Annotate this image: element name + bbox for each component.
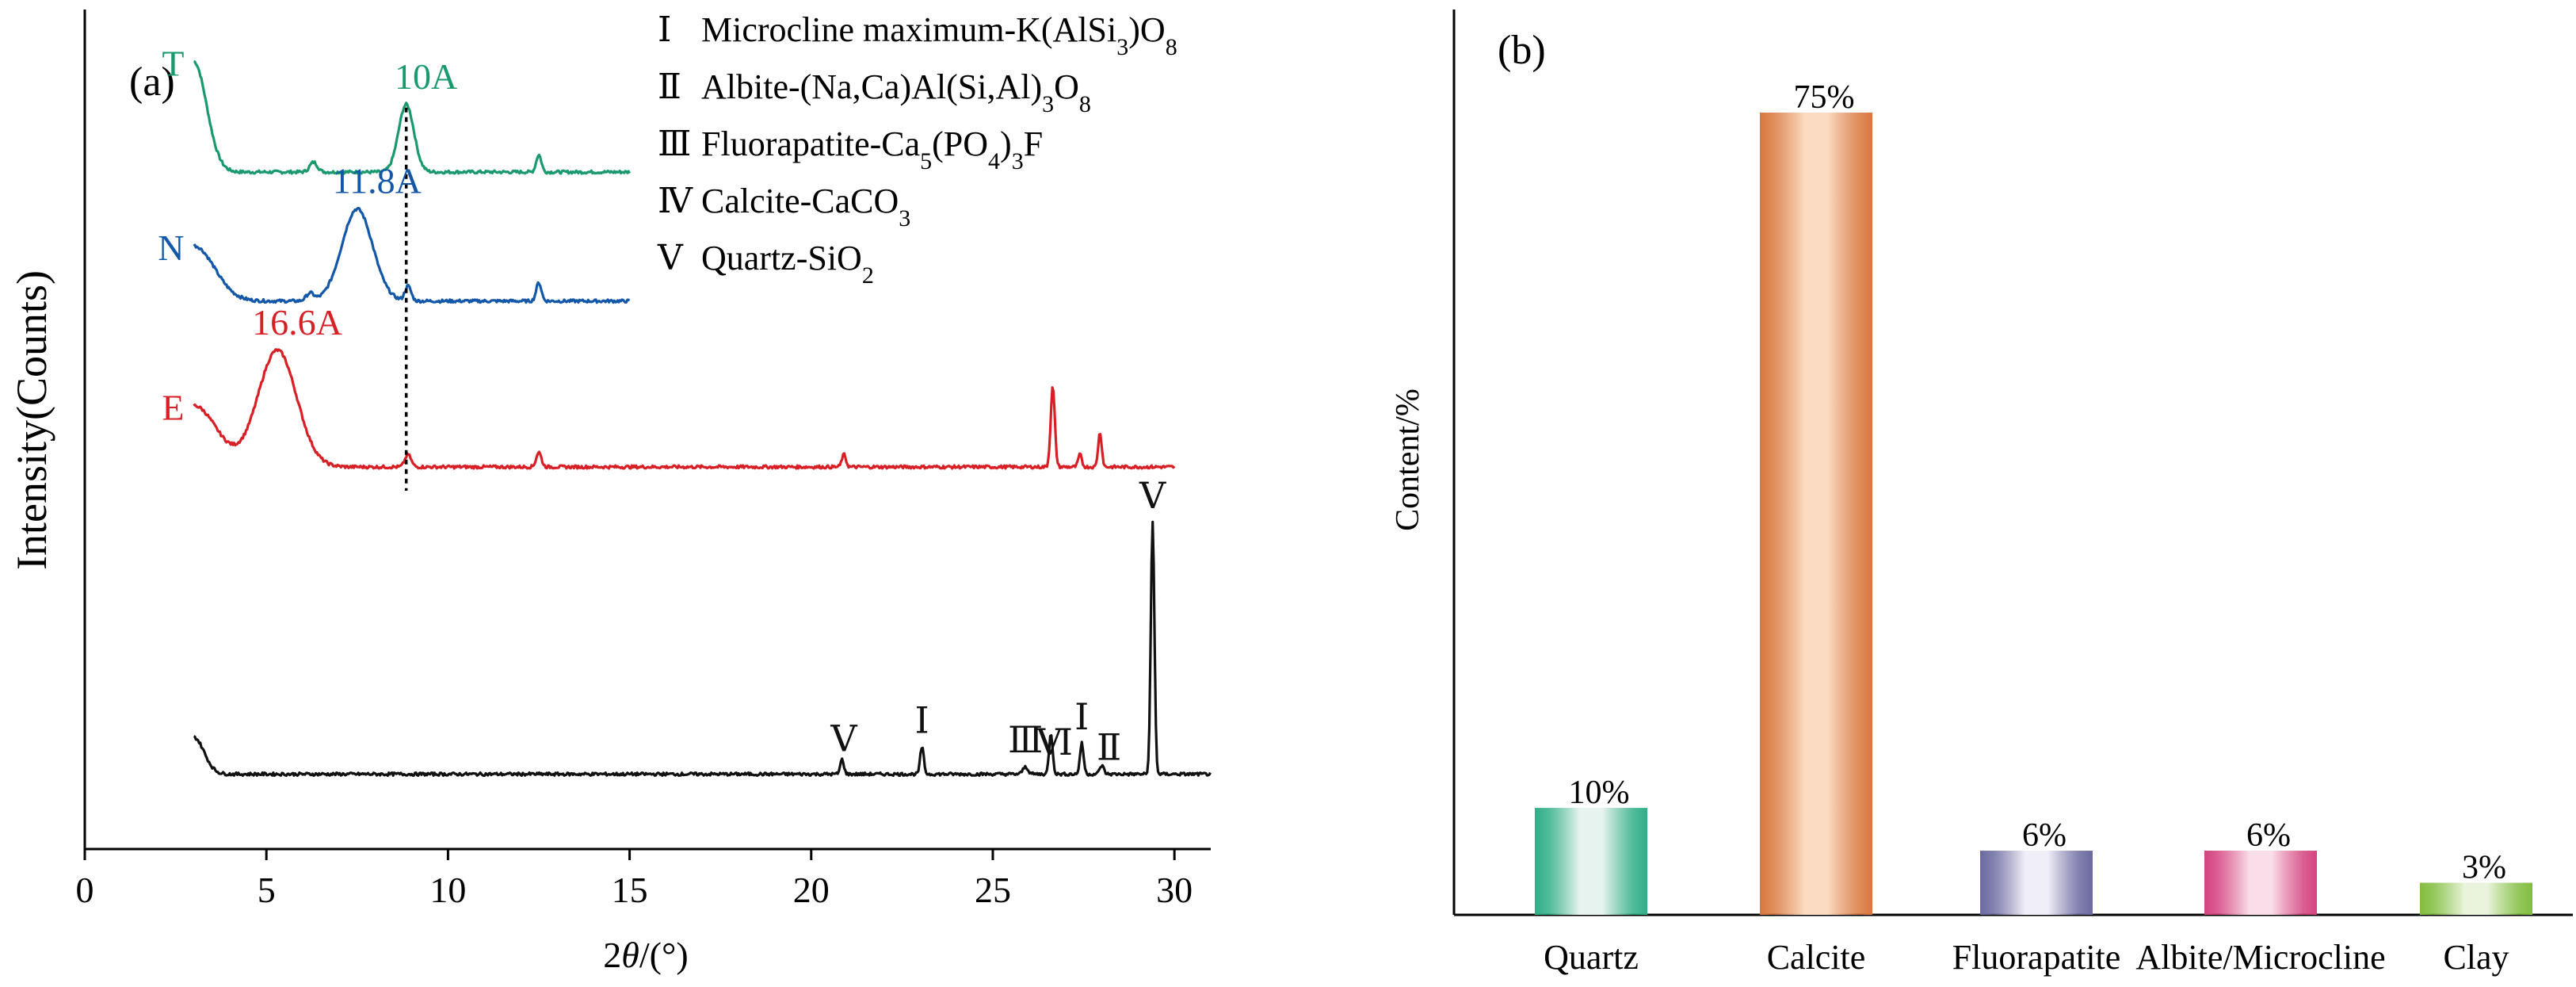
peak-label: 10A [395, 56, 457, 97]
phase-marker: Ⅵ [1036, 722, 1073, 763]
series-e-label: E [162, 388, 184, 428]
panel-b: (b) Content/% 10% Quartz 75% Calcite 6% Fluor… [1390, 10, 2573, 977]
legend-entry-text: Fluorapatite-Ca5(PO4)3F [701, 124, 1043, 174]
panel-b-label: (b) [1498, 28, 1546, 73]
legend-numeral: Ⅳ [658, 182, 693, 220]
panel-a-series [193, 59, 1212, 778]
x-tick-label: 10 [429, 870, 466, 910]
x-tick-label: 30 [1156, 870, 1193, 910]
legend-entry-text: Quartz-SiO2 [701, 239, 874, 289]
bar-value-label: 75% [1794, 79, 1855, 116]
legend-entry-text: Calcite-CaCO3 [701, 182, 910, 231]
legend-entry-text: Albite-(Na,Ca)Al(Si,Al)3O8 [701, 67, 1091, 117]
bar-quartz [1535, 808, 1647, 915]
phase-marker: Ⅲ [1008, 720, 1043, 760]
bar-value-label: 3% [2462, 850, 2506, 886]
legend-entry-text: Microcline maximum-K(AlSi3)O8 [701, 10, 1177, 60]
bar-calcite [1760, 113, 1872, 915]
panel-a-x-axis-label: 2θ/(°) [603, 935, 688, 975]
phase-marker: Ⅴ [830, 718, 857, 759]
phase-marker: Ⅱ [1097, 727, 1121, 767]
series-t-line [193, 59, 631, 175]
phase-marker: Ⅰ [914, 700, 929, 740]
phase-marker: Ⅰ [1074, 697, 1089, 737]
category-label: Fluorapatite [1952, 938, 2121, 977]
panel-b-bars: 10% Quartz 75% Calcite 6% Fluorapatite 6% Albit… [1535, 79, 2532, 977]
panel-a: (a) Ⅰ Microcline maximum-K(AlSi3)O8 Ⅱ Albit… [8, 10, 1212, 975]
bar-fluorapatite [1980, 851, 2093, 915]
panel-a-y-axis-label: Intensity(Counts) [8, 270, 55, 570]
category-label: Albite/Microcline [2135, 938, 2385, 977]
bar-albite-microcline [2204, 851, 2317, 915]
series-n-line [193, 206, 630, 304]
series-n-label: N [158, 228, 184, 268]
bar-clay [2420, 882, 2532, 915]
bar-value-label: 6% [2022, 817, 2067, 854]
category-label: Calcite [1767, 938, 1866, 977]
peak-label: 11.8A [333, 161, 422, 201]
x-tick-label: 15 [612, 870, 648, 910]
panel-a-label: (a) [129, 59, 175, 105]
bar-value-label: 10% [1569, 775, 1630, 811]
peak-label: 16.6A [252, 302, 342, 342]
panel-a-legend: Ⅰ Microcline maximum-K(AlSi3)O8 Ⅱ Albite-(N… [657, 10, 1177, 289]
series-e-line [193, 348, 1176, 470]
legend-numeral: Ⅴ [657, 239, 684, 277]
category-label: Quartz [1544, 938, 1639, 977]
panel-b-y-axis-label: Content/% [1390, 388, 1426, 531]
bar-value-label: 6% [2246, 817, 2291, 854]
category-label: Clay [2443, 938, 2509, 977]
legend-numeral: Ⅰ [658, 10, 671, 49]
series-t-label: T [162, 44, 184, 84]
x-tick-label: 0 [76, 870, 94, 910]
legend-numeral: Ⅱ [658, 67, 681, 106]
series-reference-line [193, 520, 1212, 778]
x-tick-label: 20 [793, 870, 830, 910]
phase-marker: Ⅴ [1139, 476, 1166, 516]
x-tick-label: 25 [975, 870, 1011, 910]
legend-numeral: Ⅲ [658, 124, 691, 163]
panel-a-x-ticks: 0 5 10 15 20 25 30 [76, 849, 1193, 910]
x-tick-label: 5 [258, 870, 276, 910]
